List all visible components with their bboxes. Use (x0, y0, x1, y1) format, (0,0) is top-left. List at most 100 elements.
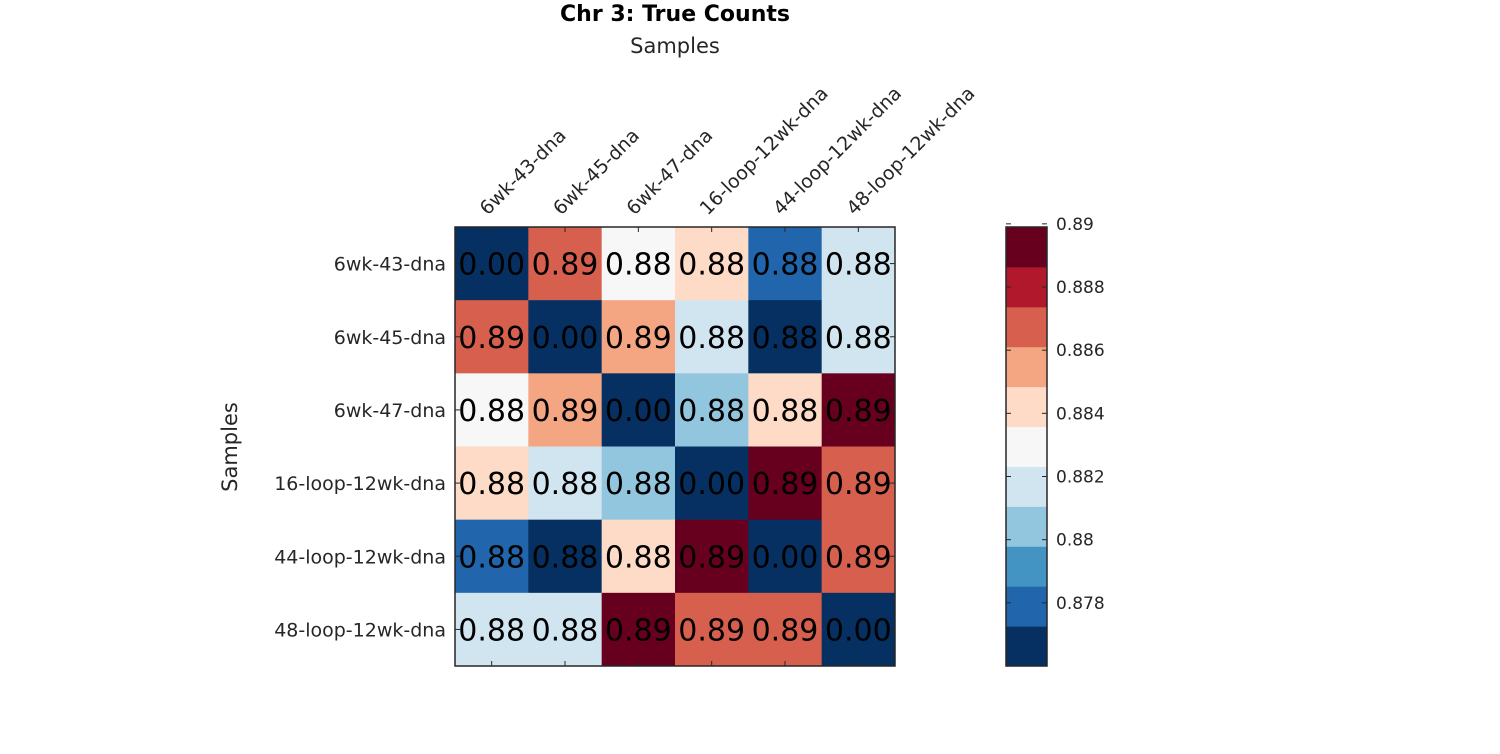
heatmap-cell-r4-c2 (601, 519, 676, 594)
cell-value-r0-c4: 0.88 (752, 248, 819, 283)
colorbar-segment-3 (1006, 506, 1047, 547)
y-tick-label: 16-loop-12wk-dna (274, 473, 446, 495)
cell-value-r0-c3: 0.88 (678, 248, 745, 283)
cell-value-r2-c4: 0.88 (752, 394, 819, 429)
heatmap-cell-r3-c3 (675, 446, 749, 521)
heatmap-cell-r4-c0 (455, 519, 529, 594)
cell-value-r5-c5: 0.00 (825, 613, 892, 648)
heatmap-cell-r1-c4 (748, 300, 823, 374)
heatmap-cell-r4-c4 (748, 519, 823, 594)
colorbar-segment-10 (1006, 227, 1047, 268)
cell-value-r4-c4: 0.00 (752, 540, 819, 575)
heatmap-cells (455, 227, 896, 667)
cell-value-r2-c5: 0.89 (825, 394, 892, 429)
heatmap-cell-r0-c0 (455, 227, 529, 301)
colorbar-segment-4 (1006, 466, 1047, 507)
chart-title: Chr 3: True Counts (560, 2, 790, 27)
cell-value-r3-c1: 0.88 (532, 467, 599, 502)
cell-value-r3-c0: 0.88 (458, 467, 525, 502)
cell-value-r3-c2: 0.88 (605, 467, 672, 502)
cell-value-r3-c3: 0.00 (678, 467, 745, 502)
colorbar-segment-9 (1006, 266, 1047, 308)
heatmap-cell-r5-c4 (748, 592, 823, 667)
heatmap-cell-r2-c0 (455, 373, 529, 447)
colorbar-tick-label: 0.888 (1056, 278, 1105, 298)
y-tick-label: 44-loop-12wk-dna (274, 546, 446, 568)
colorbar-tick-label: 0.884 (1056, 404, 1105, 424)
y-tick-labels: 6wk-43-dna 6wk-45-dna 6wk-47-dna 16-loop-12… (274, 254, 895, 641)
cell-value-r1-c4: 0.88 (752, 321, 819, 356)
colorbar-tick-label: 0.878 (1056, 594, 1105, 614)
cell-value-r4-c3: 0.89 (678, 540, 745, 575)
cell-value-r1-c1: 0.00 (532, 321, 599, 356)
cell-value-r5-c0: 0.88 (458, 613, 525, 648)
x-tick-label: 48-loop-12wk-dna (842, 82, 979, 219)
colorbar-tick-label: 0.89 (1056, 215, 1094, 235)
cell-value-r5-c2: 0.89 (605, 613, 672, 648)
cell-value-r4-c0: 0.88 (458, 540, 525, 575)
heatmap-cell-r4-c1 (528, 519, 603, 594)
colorbar-segment-0 (1006, 626, 1047, 667)
cell-value-r4-c2: 0.88 (605, 540, 672, 575)
y-axis-label: Samples (218, 402, 242, 492)
cell-value-r1-c3: 0.88 (678, 321, 745, 356)
heatmap-cell-r3-c0 (455, 446, 529, 521)
cell-value-r0-c0: 0.00 (458, 248, 525, 283)
heatmap-cell-r2-c4 (748, 373, 823, 447)
heatmap-cell-r3-c4 (748, 446, 823, 521)
cell-value-r3-c5: 0.89 (825, 467, 892, 502)
cell-value-r2-c0: 0.88 (458, 394, 525, 429)
x-axis-label: Samples (630, 34, 720, 58)
heatmap-cell-r3-c2 (601, 446, 676, 521)
heatmap-cell-r1-c2 (601, 300, 676, 374)
heatmap-cell-r5-c0 (455, 592, 529, 667)
heatmap-cell-r3-c5 (821, 446, 896, 521)
heatmap-cell-r0-c3 (675, 227, 749, 301)
heatmap-cell-r1-c1 (528, 300, 603, 374)
heatmap-cell-r5-c1 (528, 592, 603, 667)
heatmap-cell-r2-c2 (601, 373, 676, 447)
heatmap-cell-r0-c5 (821, 227, 896, 301)
heatmap-cell-r5-c2 (601, 592, 676, 667)
colorbar-segment-7 (1006, 346, 1047, 388)
cell-value-r2-c1: 0.89 (532, 394, 599, 429)
colorbar-segment-6 (1006, 386, 1047, 428)
cell-value-r1-c5: 0.88 (825, 321, 892, 356)
colorbar-segment-5 (1006, 426, 1047, 467)
heatmap-cell-r0-c4 (748, 227, 823, 301)
cell-value-r5-c1: 0.88 (532, 613, 599, 648)
cell-value-r2-c2: 0.00 (605, 394, 672, 429)
colorbar-segment-2 (1006, 546, 1047, 587)
heatmap-cell-r0-c1 (528, 227, 603, 301)
y-tick-label: 6wk-45-dna (334, 327, 446, 349)
heatmap-cell-r4-c5 (821, 519, 896, 594)
heatmap-cell-r3-c1 (528, 446, 603, 521)
cell-value-r2-c3: 0.88 (678, 394, 745, 429)
cell-value-r1-c0: 0.89 (458, 321, 525, 356)
heatmap-cell-r1-c3 (675, 300, 749, 374)
heatmap-cell-labels: 0.00 0.89 0.88 0.88 0.88 0.880.89 0.00 0.89 0.88… (458, 248, 891, 649)
plot-frame (454, 226, 896, 667)
cell-value-r0-c1: 0.89 (532, 248, 599, 283)
cell-value-r5-c4: 0.89 (752, 613, 819, 648)
heatmap-cell-r2-c1 (528, 373, 603, 447)
heatmap-cell-r4-c3 (675, 519, 749, 594)
cell-value-r5-c3: 0.89 (678, 613, 745, 648)
heatmap-cell-r5-c3 (675, 592, 749, 667)
colorbar-segment-8 (1006, 306, 1047, 348)
cell-value-r3-c4: 0.89 (752, 467, 819, 502)
cell-value-r0-c2: 0.88 (605, 248, 672, 283)
cell-value-r1-c2: 0.89 (605, 321, 672, 356)
x-tick-label: 44-loop-12wk-dna (769, 82, 906, 219)
colorbar-tick-label: 0.88 (1056, 531, 1094, 551)
colorbar-segment-1 (1006, 586, 1047, 627)
heatmap-cell-r2-c5 (821, 373, 896, 447)
y-tick-label: 48-loop-12wk-dna (274, 619, 446, 641)
heatmap-cell-r1-c5 (821, 300, 896, 374)
colorbar: 0.878 0.88 0.882 0.884 0.886 0.888 0.89 (1005, 215, 1105, 667)
heatmap-cell-r5-c5 (821, 592, 896, 667)
colorbar-tick-label: 0.882 (1056, 468, 1105, 488)
colorbar-tick-label: 0.886 (1056, 341, 1105, 361)
